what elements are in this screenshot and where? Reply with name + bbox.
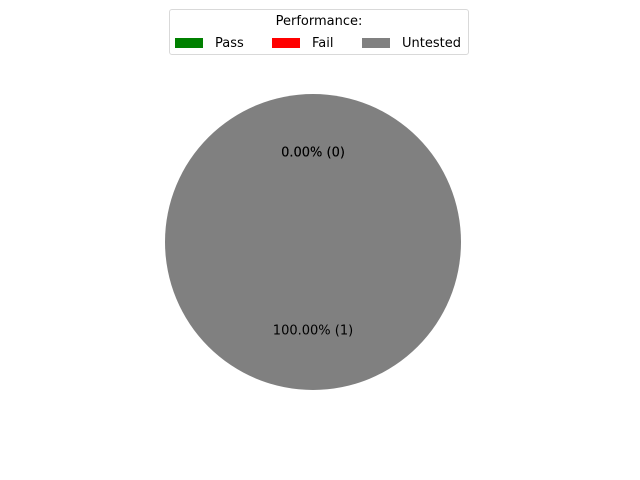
pie-label-untested: 100.00% (1) bbox=[273, 323, 353, 338]
legend-entry-fail: Fail bbox=[272, 35, 333, 51]
legend-label-fail: Fail bbox=[312, 35, 334, 51]
pie-slices bbox=[165, 94, 461, 390]
legend-label-untested: Untested bbox=[402, 35, 461, 51]
pie-labels: 0.00% (0)0.00% (0)100.00% (1) bbox=[273, 146, 353, 339]
pie-label-pass: 0.00% (0) bbox=[281, 146, 345, 161]
legend-swatch-untested bbox=[362, 38, 390, 48]
legend-swatch-pass bbox=[175, 38, 203, 48]
legend-entry-untested: Untested bbox=[362, 35, 461, 51]
legend-title: Performance: bbox=[275, 14, 363, 29]
legend: Performance: Pass Fail Untested bbox=[169, 9, 469, 55]
pie-slice-untested bbox=[165, 94, 461, 390]
legend-entry-pass: Pass bbox=[175, 35, 244, 51]
legend-label-pass: Pass bbox=[215, 35, 244, 51]
legend-swatch-fail bbox=[272, 38, 300, 48]
pie-label-fail: 0.00% (0) bbox=[281, 146, 345, 161]
